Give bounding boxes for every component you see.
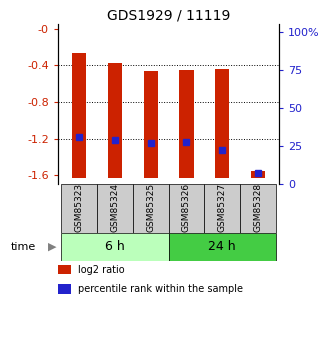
Text: ▶: ▶ [48, 242, 57, 252]
Bar [61, 233, 169, 262]
Text: GSM85326: GSM85326 [182, 183, 191, 232]
Bar [97, 185, 133, 233]
Bar [108, 63, 122, 178]
Text: GSM85327: GSM85327 [218, 183, 227, 232]
Bar [204, 185, 240, 233]
Bar [58, 265, 71, 275]
Bar [179, 70, 194, 178]
Bar [133, 185, 169, 233]
Bar [61, 185, 97, 233]
Bar [58, 284, 71, 294]
Text: log2 ratio: log2 ratio [78, 265, 124, 275]
Text: time: time [11, 242, 36, 252]
Bar [251, 171, 265, 178]
Bar [72, 53, 86, 178]
Bar [169, 233, 276, 262]
Text: GSM85325: GSM85325 [146, 183, 155, 232]
Bar [240, 185, 276, 233]
Bar [169, 185, 204, 233]
Text: percentile rank within the sample: percentile rank within the sample [78, 284, 243, 294]
Bar [143, 71, 158, 178]
Title: GDS1929 / 11119: GDS1929 / 11119 [107, 9, 230, 23]
Text: GSM85324: GSM85324 [110, 183, 119, 232]
Bar [215, 69, 229, 178]
Text: 24 h: 24 h [208, 240, 236, 254]
Text: GSM85323: GSM85323 [75, 183, 84, 232]
Text: GSM85328: GSM85328 [253, 183, 262, 232]
Text: 6 h: 6 h [105, 240, 125, 254]
